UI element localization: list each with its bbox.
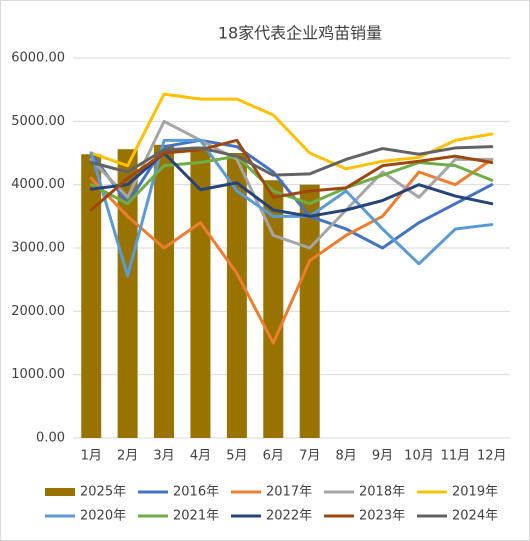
bar	[190, 146, 211, 438]
bar	[154, 144, 175, 438]
line	[89, 145, 494, 177]
y-tick-label: 0.00	[36, 431, 65, 446]
bar	[263, 180, 284, 438]
x-tick-label: 11月	[441, 449, 471, 464]
bar	[299, 184, 320, 438]
x-tick-label: 5月	[226, 449, 247, 464]
legend-label: 2016年	[173, 485, 219, 500]
y-tick-label: 4000.00	[11, 177, 65, 192]
chart-title: 18家代表企业鸡苗销量	[218, 24, 382, 43]
y-tick-label: 3000.00	[11, 241, 65, 256]
legend-label: 2018年	[359, 485, 405, 500]
y-tick-label: 1000.00	[11, 367, 65, 382]
x-tick-label: 6月	[263, 449, 284, 464]
legend-label: 2017年	[266, 485, 312, 500]
bar	[226, 153, 247, 438]
x-tick-label: 8月	[335, 449, 356, 464]
legend-label: 2023年	[359, 509, 405, 524]
x-tick-label: 1月	[81, 449, 102, 464]
x-tick-label: 3月	[153, 449, 174, 464]
legend-label: 2019年	[452, 485, 498, 500]
legend-label: 2020年	[80, 509, 126, 524]
line	[89, 154, 494, 206]
line	[89, 157, 494, 345]
line	[89, 138, 494, 212]
bar	[81, 154, 102, 438]
y-tick-label: 2000.00	[11, 304, 65, 319]
y-tick-label: 6000.00	[11, 51, 65, 66]
x-tick-label: 2月	[117, 449, 138, 464]
legend-swatch	[45, 488, 75, 496]
x-tick-label: 4月	[190, 449, 211, 464]
line	[89, 119, 494, 250]
x-tick-label: 12月	[477, 449, 507, 464]
y-tick-label: 5000.00	[11, 114, 65, 129]
legend-label: 2021年	[173, 509, 219, 524]
legend-label: 2022年	[266, 509, 312, 524]
legend-label: 2024年	[452, 509, 498, 524]
x-tick-label: 10月	[404, 449, 434, 464]
legend-label: 2025年	[80, 485, 126, 500]
line	[89, 138, 494, 278]
x-tick-label: 7月	[299, 449, 320, 464]
x-tick-label: 9月	[372, 449, 393, 464]
